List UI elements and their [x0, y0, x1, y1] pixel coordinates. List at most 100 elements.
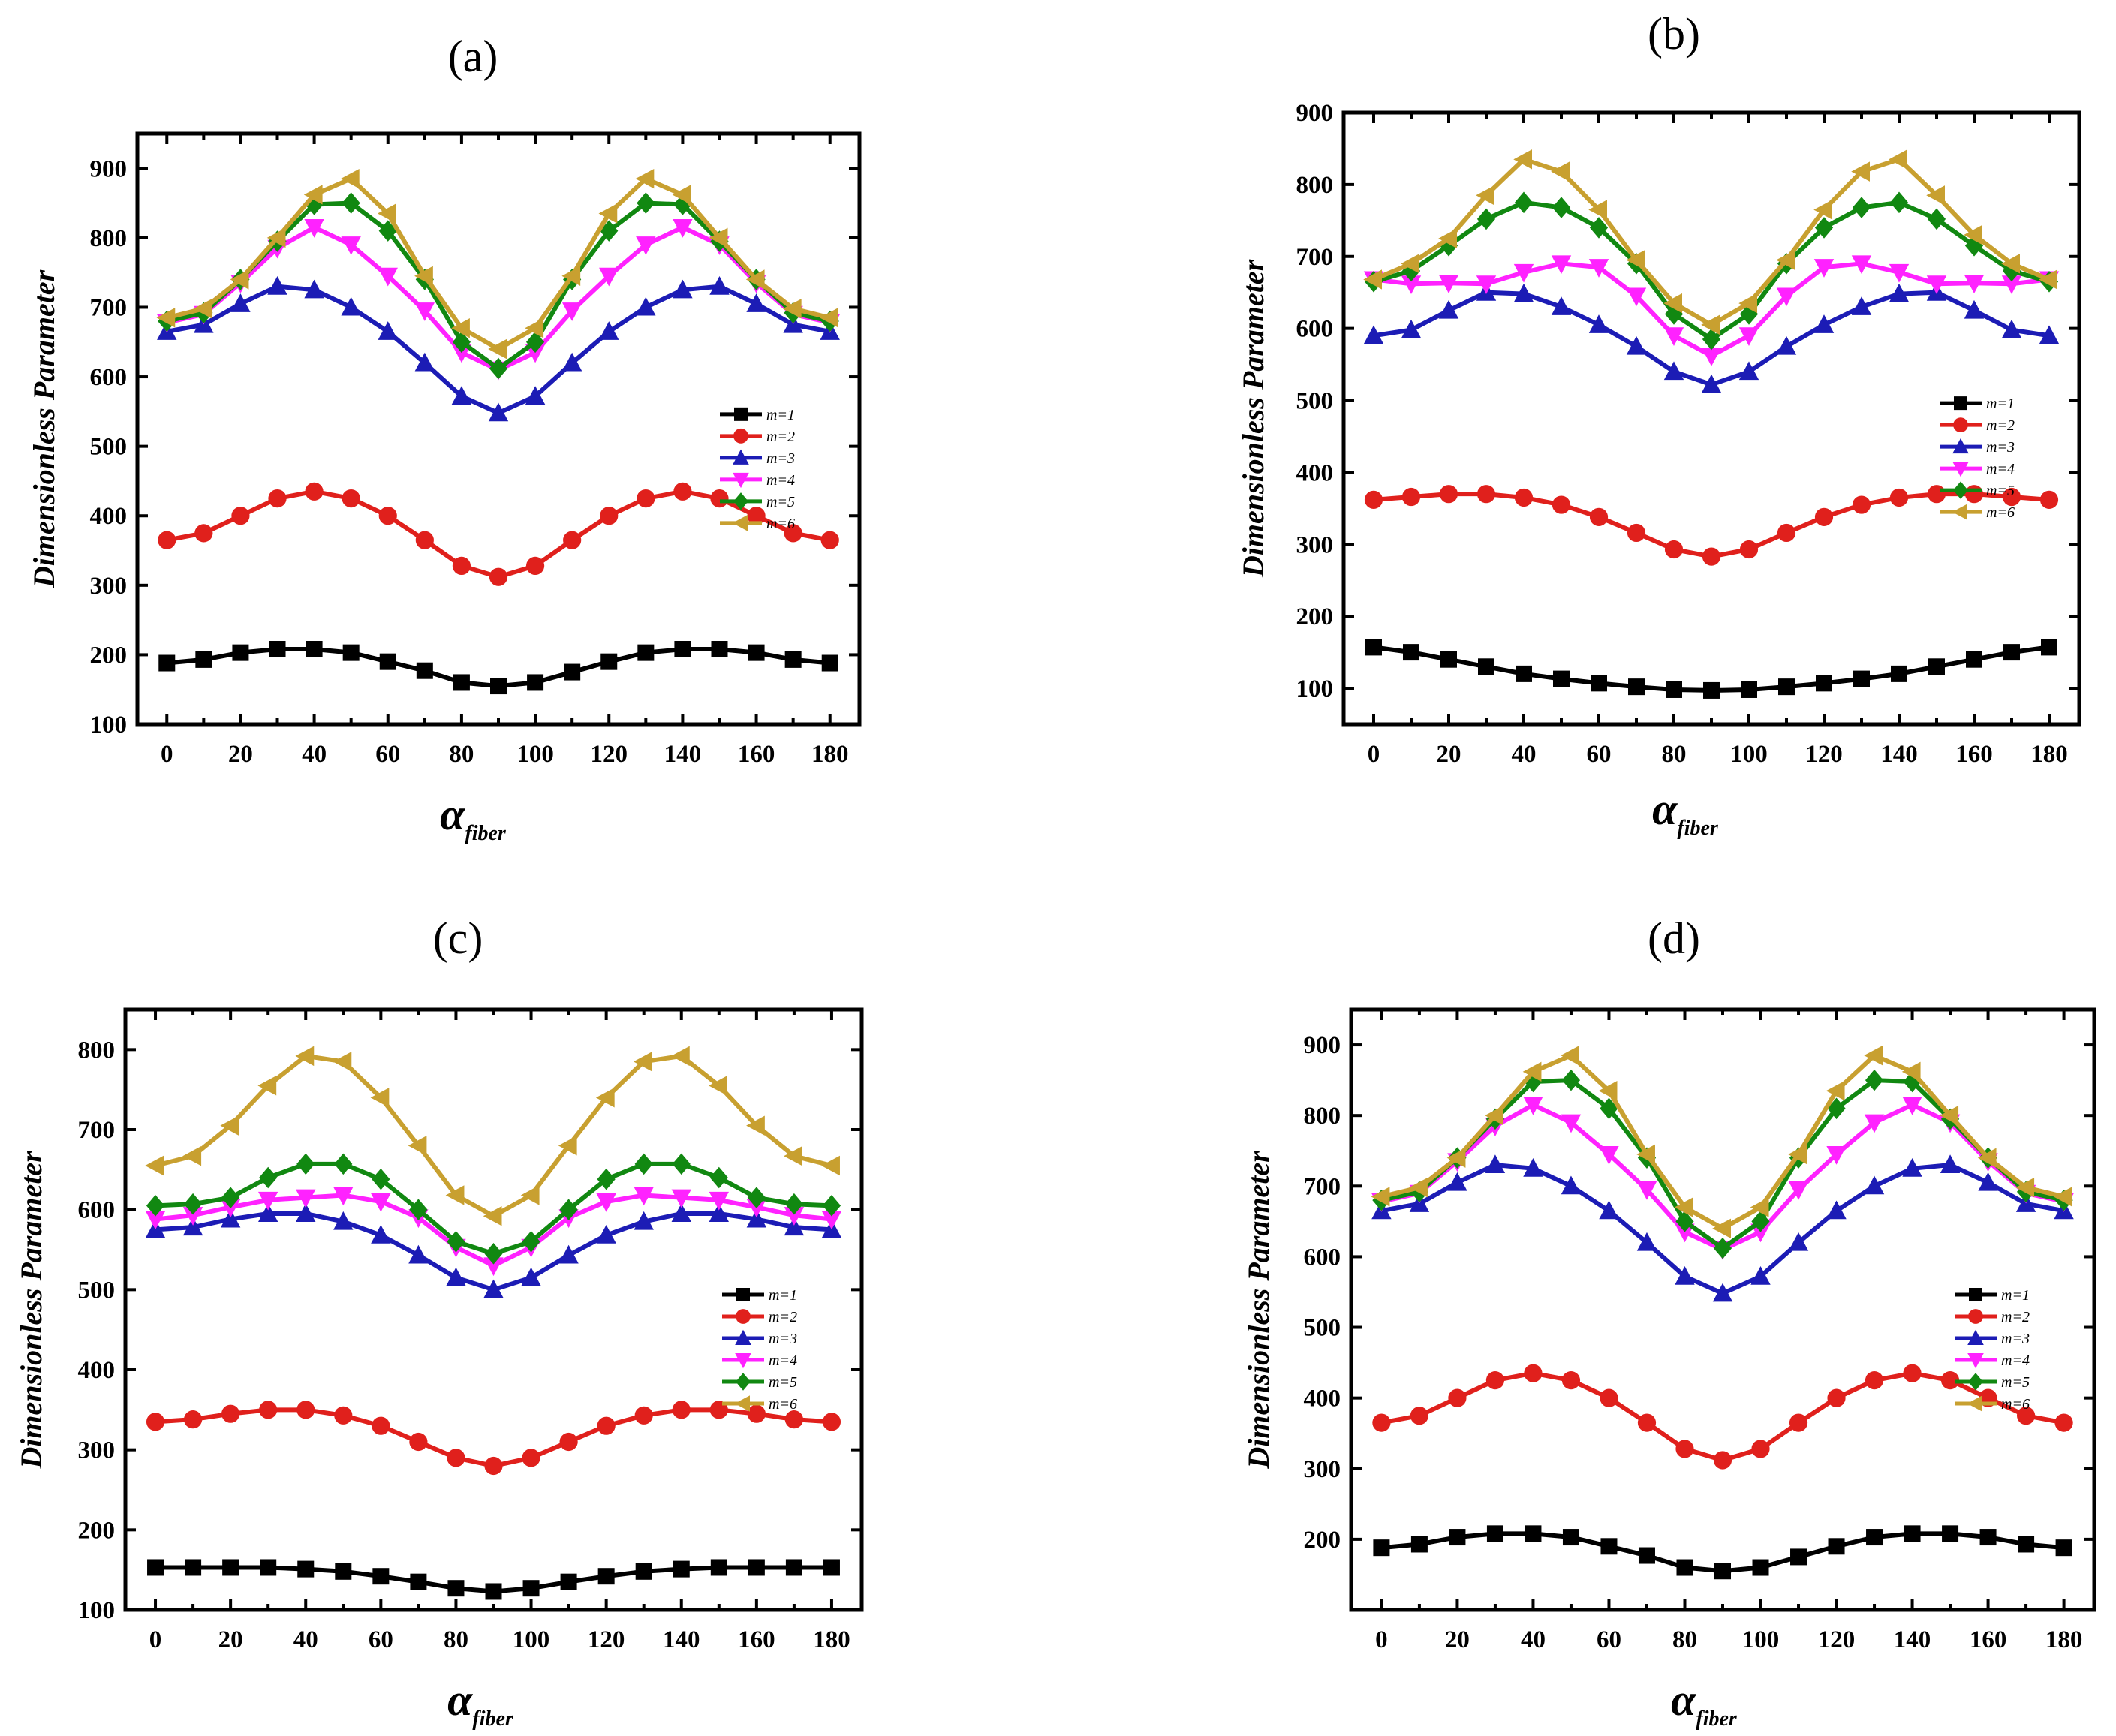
- data-point: [1447, 1172, 1467, 1191]
- legend-marker: [1967, 1395, 1982, 1412]
- data-point: [1675, 1211, 1694, 1232]
- data-point: [633, 1052, 652, 1072]
- data-point: [1790, 1548, 1807, 1566]
- x-axis-label-subscript: fiber: [465, 822, 507, 845]
- x-tick-label: 140: [663, 1626, 700, 1653]
- data-point: [1750, 1266, 1771, 1285]
- legend-entry: m=4: [1986, 461, 2015, 477]
- y-tick-label: 400: [78, 1357, 116, 1384]
- data-point: [784, 1207, 805, 1226]
- data-point: [1865, 1069, 1884, 1091]
- data-point: [447, 1580, 465, 1597]
- data-point: [1826, 1200, 1847, 1220]
- legend-marker: [1952, 438, 1969, 454]
- data-point: [1675, 1440, 1694, 1458]
- data-point: [1438, 275, 1459, 293]
- data-point: [636, 236, 656, 255]
- y-tick-label: 800: [90, 225, 128, 252]
- data-point: [1702, 328, 1721, 351]
- data-point: [673, 482, 692, 501]
- data-point: [1600, 1538, 1618, 1555]
- data-point: [598, 203, 618, 224]
- data-point: [1561, 1045, 1579, 1066]
- data-point: [748, 1559, 765, 1576]
- data-point: [784, 1146, 802, 1166]
- data-point: [522, 1449, 540, 1467]
- data-point: [342, 489, 360, 508]
- data-point: [2001, 275, 2022, 294]
- data-point: [1714, 1563, 1731, 1580]
- data-point: [1926, 275, 1947, 294]
- legend-marker: [1954, 396, 1967, 411]
- y-tick-label: 500: [90, 434, 128, 461]
- x-tick-label: 80: [444, 1626, 468, 1653]
- y-tick-label: 800: [1296, 172, 1334, 199]
- data-point: [378, 220, 397, 242]
- data-point: [1523, 1097, 1543, 1115]
- data-point: [673, 218, 693, 238]
- data-point: [1663, 293, 1682, 314]
- data-point: [635, 1563, 652, 1580]
- data-point: [1826, 1081, 1845, 1101]
- data-point: [372, 1568, 390, 1585]
- y-tick-label: 700: [1304, 1173, 1341, 1200]
- data-point: [446, 1267, 466, 1286]
- data-point: [1666, 681, 1682, 698]
- legend-entry: m=4: [2001, 1352, 2030, 1369]
- data-point: [195, 651, 212, 668]
- data-point: [1739, 540, 1759, 559]
- data-point: [2018, 1536, 2035, 1553]
- legend-entry: m=2: [769, 1309, 797, 1325]
- data-point: [1788, 1144, 1807, 1165]
- data-point: [378, 267, 398, 287]
- series-m=5: [146, 1153, 841, 1265]
- data-point: [1964, 485, 1984, 504]
- data-point: [260, 1559, 277, 1576]
- data-point: [746, 1208, 767, 1228]
- chart-panel-4: (d) 200 300 400 500 600 700 800 900 0 20 40 60 80 100 1…: [1242, 913, 2096, 1731]
- data-point: [1438, 228, 1457, 248]
- data-point: [784, 524, 802, 543]
- x-axis-label-subscript: fiber: [1677, 817, 1719, 840]
- data-point: [1788, 1232, 1809, 1251]
- x-tick-label: 20: [1445, 1626, 1470, 1653]
- data-point: [1827, 1388, 1846, 1407]
- y-tick-label: 700: [90, 294, 128, 321]
- plot-frame: [135, 131, 862, 727]
- data-point: [671, 1046, 690, 1067]
- x-tick-label: 120: [1805, 741, 1843, 768]
- data-point: [1599, 1200, 1619, 1220]
- y-tick-label: 500: [1304, 1315, 1341, 1342]
- data-point: [1599, 1145, 1619, 1165]
- y-tick-label: 900: [1296, 100, 1334, 127]
- data-point: [634, 1211, 654, 1230]
- data-point: [1889, 263, 1910, 283]
- data-point: [600, 653, 618, 670]
- data-point: [1514, 191, 1534, 214]
- data-point: [1372, 1413, 1391, 1432]
- x-axis-label: αfiber: [447, 1675, 514, 1731]
- data-point: [1901, 1061, 1921, 1082]
- data-point: [561, 352, 582, 372]
- data-point: [1889, 149, 1907, 170]
- data-point: [296, 1153, 315, 1175]
- data-point: [634, 1153, 653, 1175]
- data-point: [1942, 1525, 1959, 1542]
- x-tick-label: 0: [149, 1626, 162, 1653]
- data-point: [784, 1217, 805, 1236]
- y-axis-label: Dimensionless Parameter: [14, 1151, 48, 1470]
- data-point: [341, 296, 361, 316]
- x-tick-label: 160: [738, 1626, 775, 1653]
- data-point: [2055, 1539, 2072, 1557]
- series-m=6: [1371, 1045, 2072, 1238]
- legend-marker: [733, 472, 749, 489]
- x-axis-label-symbol: α: [447, 1675, 473, 1725]
- legend-marker: [733, 449, 749, 465]
- data-point: [1626, 250, 1645, 270]
- data-point: [378, 321, 398, 340]
- data-point: [306, 641, 323, 658]
- x-tick-label: 140: [1894, 1626, 1931, 1653]
- data-point: [410, 1573, 427, 1590]
- plot-frame: [1349, 1007, 2096, 1612]
- legend: m=1 m=2 m=3 m=4 m=5 m=6: [720, 407, 795, 532]
